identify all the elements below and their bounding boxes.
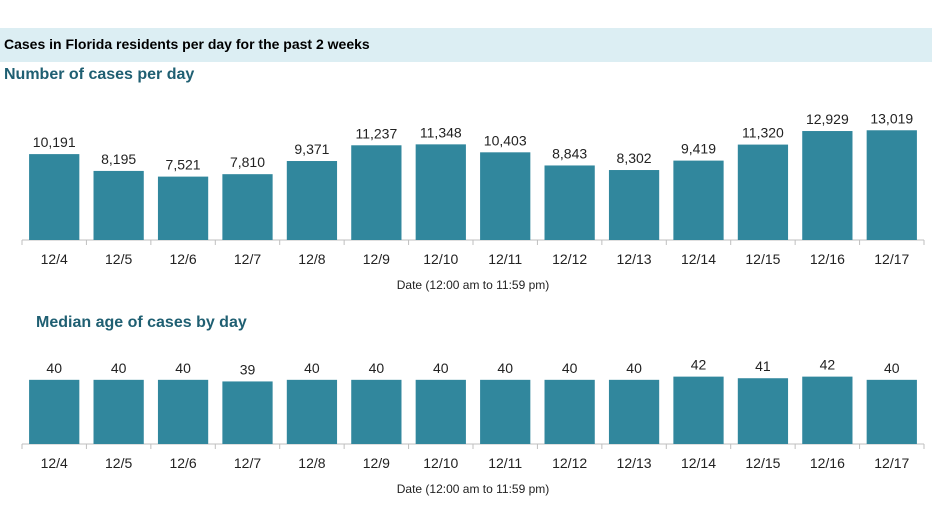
bar-12/13 xyxy=(608,379,660,444)
bar-12/14 xyxy=(673,376,724,444)
x-tick-label: 12/6 xyxy=(169,251,196,267)
x-tick-label: 12/5 xyxy=(105,251,132,267)
x-tick-label: 12/5 xyxy=(105,455,132,471)
x-tick-label: 12/17 xyxy=(874,251,909,267)
x-tick-label: 12/15 xyxy=(745,455,780,471)
bar-12/11 xyxy=(480,152,531,240)
data-label: 39 xyxy=(240,361,256,377)
x-tick-label: 12/4 xyxy=(41,455,68,471)
data-label: 8,195 xyxy=(101,151,136,167)
data-label: 10,191 xyxy=(33,134,76,150)
data-label: 9,371 xyxy=(294,141,329,157)
x-axis-title: Date (12:00 am to 11:59 pm) xyxy=(397,482,550,496)
data-label: 40 xyxy=(433,360,449,376)
data-label: 7,521 xyxy=(166,157,201,173)
bar-12/6 xyxy=(157,176,209,240)
x-tick-label: 12/11 xyxy=(488,455,522,471)
bar-12/6 xyxy=(157,379,209,444)
bar-12/17 xyxy=(866,130,917,240)
x-tick-label: 12/15 xyxy=(745,251,780,267)
data-label: 42 xyxy=(691,357,707,373)
data-label: 40 xyxy=(626,360,642,376)
x-tick-label: 12/11 xyxy=(488,251,522,267)
bar-12/15 xyxy=(737,378,789,444)
data-label: 8,302 xyxy=(617,150,652,166)
bar-12/12 xyxy=(544,379,595,444)
chart-median-age-title: Median age of cases by day xyxy=(36,314,247,331)
x-tick-label: 12/13 xyxy=(617,455,652,471)
chart-cases-title: Number of cases per day xyxy=(4,66,195,83)
data-label: 40 xyxy=(46,360,62,376)
data-label: 11,320 xyxy=(742,125,784,141)
x-tick-label: 12/12 xyxy=(552,251,587,267)
x-tick-label: 12/7 xyxy=(234,251,261,267)
bar-12/16 xyxy=(802,131,853,240)
bar-12/12 xyxy=(544,165,595,240)
bar-12/15 xyxy=(737,144,789,240)
x-tick-label: 12/16 xyxy=(810,455,845,471)
data-label: 10,403 xyxy=(484,132,527,148)
x-tick-label: 12/12 xyxy=(552,455,587,471)
data-label: 40 xyxy=(111,360,127,376)
chart-median-age: 40 12/4 40 12/5 40 12/6 39 12/7 40 12/8 40 12/9 40 12… xyxy=(21,357,925,496)
data-label: 9,419 xyxy=(681,141,716,157)
x-tick-label: 12/8 xyxy=(298,251,325,267)
bar-12/9 xyxy=(351,145,402,240)
x-tick-label: 12/8 xyxy=(298,455,325,471)
bar-12/8 xyxy=(286,379,338,444)
data-label: 12,929 xyxy=(806,111,849,127)
data-label: 40 xyxy=(884,360,900,376)
bar-12/10 xyxy=(415,144,466,240)
data-label: 11,348 xyxy=(420,124,462,140)
data-label: 7,810 xyxy=(230,154,265,170)
chart-cases: 10,191 12/4 8,195 12/5 7,521 12/6 7,810 12/7 9,3… xyxy=(21,110,925,292)
x-axis-title: Date (12:00 am to 11:59 pm) xyxy=(397,278,550,292)
data-label: 40 xyxy=(562,360,578,376)
data-label: 40 xyxy=(304,360,320,376)
bar-12/8 xyxy=(286,161,338,240)
bar-12/10 xyxy=(415,379,466,444)
x-tick-label: 12/6 xyxy=(169,455,196,471)
x-tick-label: 12/14 xyxy=(681,251,716,267)
bar-12/9 xyxy=(351,379,402,444)
page-title: Cases in Florida residents per day for t… xyxy=(4,36,370,52)
bar-12/11 xyxy=(480,379,531,444)
data-label: 11,237 xyxy=(355,125,397,141)
x-tick-label: 12/10 xyxy=(423,455,458,471)
x-tick-label: 12/9 xyxy=(363,455,390,471)
bar-12/4 xyxy=(29,379,80,444)
data-label: 40 xyxy=(369,360,385,376)
bar-12/7 xyxy=(222,174,273,240)
bar-12/14 xyxy=(673,160,724,240)
x-tick-label: 12/7 xyxy=(234,455,261,471)
data-label: 8,843 xyxy=(552,145,587,161)
data-label: 41 xyxy=(755,358,771,374)
data-label: 13,019 xyxy=(870,110,913,126)
x-tick-label: 12/10 xyxy=(423,251,458,267)
bar-12/17 xyxy=(866,379,917,444)
x-tick-label: 12/9 xyxy=(363,251,390,267)
bar-12/13 xyxy=(608,170,660,240)
x-tick-label: 12/14 xyxy=(681,455,716,471)
data-label: 40 xyxy=(497,360,513,376)
x-tick-label: 12/13 xyxy=(617,251,652,267)
bar-12/16 xyxy=(802,376,853,444)
bar-12/5 xyxy=(93,170,144,240)
bar-12/5 xyxy=(93,379,144,444)
data-label: 40 xyxy=(175,360,191,376)
bar-12/4 xyxy=(29,154,80,240)
x-tick-label: 12/16 xyxy=(810,251,845,267)
bar-12/7 xyxy=(222,381,273,444)
x-tick-label: 12/4 xyxy=(41,251,68,267)
x-tick-label: 12/17 xyxy=(874,455,909,471)
header-banner: Cases in Florida residents per day for t… xyxy=(0,28,932,62)
data-label: 42 xyxy=(820,357,836,373)
